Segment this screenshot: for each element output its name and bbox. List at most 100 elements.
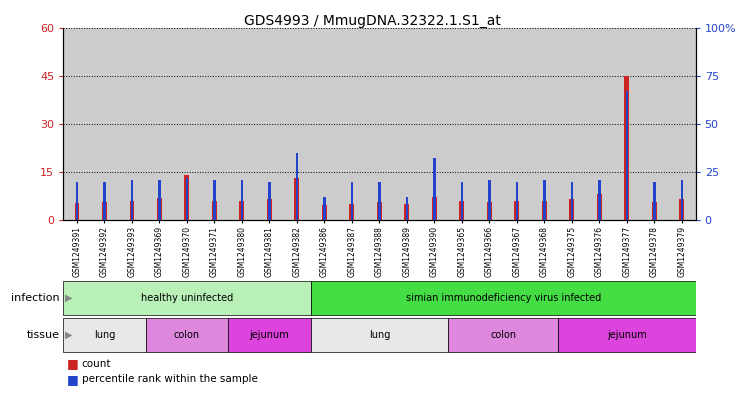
Bar — [157, 198, 162, 220]
Text: lung: lung — [94, 330, 115, 340]
Bar — [102, 202, 107, 220]
Bar — [295, 153, 298, 220]
Bar — [679, 199, 684, 220]
Bar — [641, 28, 668, 220]
Text: simian immunodeficiency virus infected: simian immunodeficiency virus infected — [405, 293, 601, 303]
Bar — [626, 91, 628, 220]
Bar — [146, 318, 228, 352]
Bar — [63, 318, 146, 352]
Bar — [475, 28, 503, 220]
Bar — [350, 204, 354, 220]
Bar — [377, 202, 382, 220]
Bar — [487, 202, 492, 220]
Bar — [571, 182, 574, 220]
Bar — [240, 180, 243, 220]
Bar — [487, 202, 492, 220]
Bar — [679, 199, 684, 220]
Bar — [267, 199, 272, 220]
Bar — [185, 174, 190, 220]
Bar — [558, 28, 586, 220]
Text: colon: colon — [490, 330, 516, 340]
Bar — [558, 318, 696, 352]
Bar — [624, 75, 629, 220]
Bar — [311, 28, 339, 220]
Bar — [613, 28, 641, 220]
Bar — [377, 202, 382, 220]
Bar — [569, 199, 574, 220]
Bar — [432, 197, 437, 220]
Bar — [460, 201, 464, 220]
Bar — [146, 28, 173, 220]
Text: ▶: ▶ — [65, 293, 72, 303]
Bar — [201, 28, 228, 220]
Bar — [173, 28, 201, 220]
Text: count: count — [82, 358, 112, 369]
Bar — [405, 204, 409, 220]
Bar — [129, 201, 135, 220]
Bar — [228, 318, 311, 352]
Text: ■: ■ — [67, 373, 79, 386]
Bar — [185, 174, 190, 220]
Bar — [598, 180, 600, 220]
Bar — [652, 202, 657, 220]
Bar — [393, 28, 420, 220]
Bar — [311, 281, 696, 315]
Bar — [240, 201, 245, 220]
Text: ■: ■ — [67, 357, 79, 370]
Bar — [158, 180, 161, 220]
Bar — [586, 28, 613, 220]
Bar — [102, 202, 107, 220]
Bar — [405, 204, 409, 220]
Text: tissue: tissue — [27, 330, 60, 340]
Bar — [322, 205, 327, 220]
Bar — [350, 204, 354, 220]
Bar — [405, 197, 408, 220]
Bar — [503, 28, 530, 220]
Text: ▶: ▶ — [65, 330, 72, 340]
Bar — [668, 28, 696, 220]
Bar — [461, 182, 464, 220]
Bar — [460, 201, 464, 220]
Bar — [542, 201, 547, 220]
Bar — [295, 178, 299, 220]
Bar — [516, 182, 519, 220]
Bar — [652, 202, 657, 220]
Bar — [514, 201, 519, 220]
Bar — [129, 201, 135, 220]
Text: lung: lung — [369, 330, 390, 340]
Text: infection: infection — [11, 293, 60, 303]
Text: jejunum: jejunum — [607, 330, 647, 340]
Bar — [681, 180, 683, 220]
Bar — [569, 199, 574, 220]
Bar — [103, 182, 106, 220]
Text: colon: colon — [174, 330, 200, 340]
Bar — [267, 199, 272, 220]
Bar — [240, 201, 245, 220]
Bar — [597, 195, 602, 220]
Bar — [433, 158, 436, 220]
Bar — [323, 197, 326, 220]
Bar — [624, 75, 629, 220]
Bar — [118, 28, 146, 220]
Text: jejunum: jejunum — [249, 330, 289, 340]
Bar — [212, 201, 217, 220]
Bar — [339, 28, 366, 220]
Bar — [653, 182, 655, 220]
Bar — [212, 201, 217, 220]
Text: GDS4993 / MmugDNA.32322.1.S1_at: GDS4993 / MmugDNA.32322.1.S1_at — [243, 14, 501, 28]
Bar — [366, 28, 393, 220]
Text: percentile rank within the sample: percentile rank within the sample — [82, 374, 257, 384]
Bar — [432, 197, 437, 220]
Bar — [597, 195, 602, 220]
Bar — [420, 28, 448, 220]
Bar — [256, 28, 283, 220]
Bar — [378, 182, 381, 220]
Bar — [213, 180, 216, 220]
Bar — [514, 201, 519, 220]
Bar — [283, 28, 311, 220]
Bar — [76, 182, 78, 220]
Bar — [63, 281, 311, 315]
Bar — [131, 180, 133, 220]
Bar — [185, 178, 188, 220]
Bar — [74, 204, 80, 220]
